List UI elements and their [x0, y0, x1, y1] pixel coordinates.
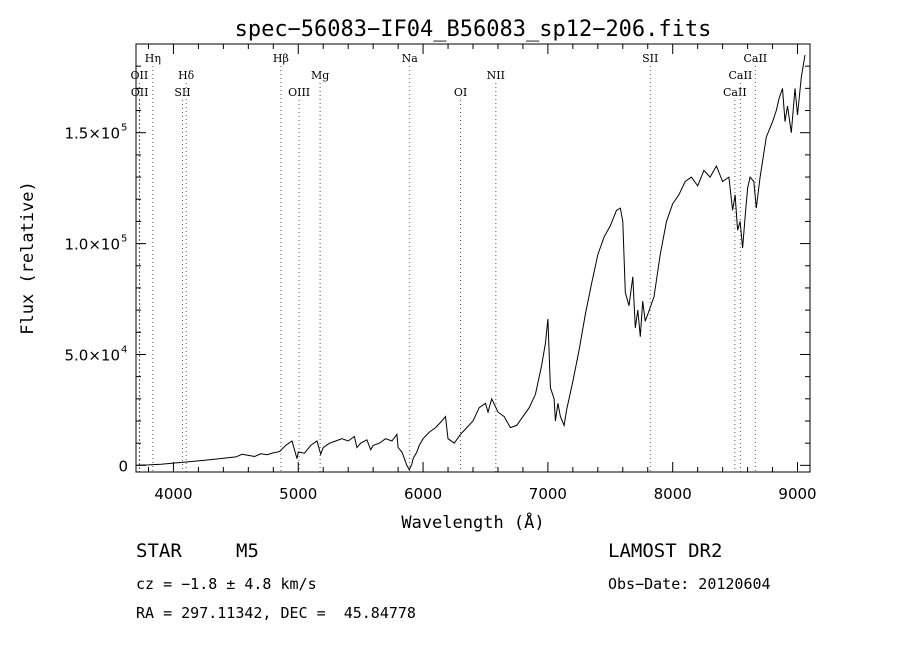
line-label-7: Mg [311, 69, 329, 82]
observation-date: Obs−Date: 20120604 [608, 575, 771, 593]
line-label-12: CaII [723, 86, 747, 99]
line-label-9: OI [454, 86, 467, 99]
chart-title: spec−56083−IF04_B56083_sp12−206.fits [235, 17, 712, 42]
redshift-cz: cz = −1.8 ± 4.8 km/s [136, 575, 317, 593]
line-label-8: Na [402, 52, 419, 65]
x-tick-label-0: 4000 [154, 485, 192, 503]
spectral-subclass: M5 [236, 540, 259, 562]
y-tick-exponent-3: 5 [121, 123, 127, 134]
x-tick-label-1: 5000 [279, 485, 317, 503]
line-label-0: Hη [145, 52, 161, 65]
object-type: STAR [136, 540, 182, 562]
y-tick-label-1: 5.0×10 [64, 346, 120, 364]
plot-frame [135, 43, 811, 473]
line-label-1: OII [131, 69, 149, 82]
survey-name: LAMOST DR2 [608, 540, 723, 562]
y-tick-label-2: 1.0×10 [64, 236, 120, 254]
line-label-13: CaII [729, 69, 753, 82]
y-tick-exponent-2: 5 [121, 234, 127, 245]
coordinates: RA = 297.11342, DEC = 45.84778 [136, 604, 416, 622]
line-label-2: OII [131, 86, 149, 99]
spectrum-line [135, 55, 806, 471]
x-tick-label-5: 9000 [778, 485, 816, 503]
line-label-10: NII [487, 69, 505, 82]
y-tick-label-0: 0 [118, 457, 128, 475]
line-label-3: Hδ [178, 69, 195, 82]
y-tick-label-3: 1.5×10 [64, 125, 120, 143]
x-tick-label-2: 6000 [404, 485, 442, 503]
line-label-14: CaII [743, 52, 767, 65]
x-tick-label-3: 7000 [529, 485, 567, 503]
line-label-6: OIII [288, 86, 310, 99]
line-label-11: SII [642, 52, 658, 65]
x-tick-label-4: 8000 [654, 485, 692, 503]
y-axis-label: Flux (relative) [18, 181, 38, 335]
line-label-5: Hβ [273, 52, 289, 65]
x-axis-label: Wavelength (Å) [401, 511, 544, 533]
line-label-4: SII [174, 86, 190, 99]
y-tick-exponent-1: 4 [121, 344, 127, 355]
